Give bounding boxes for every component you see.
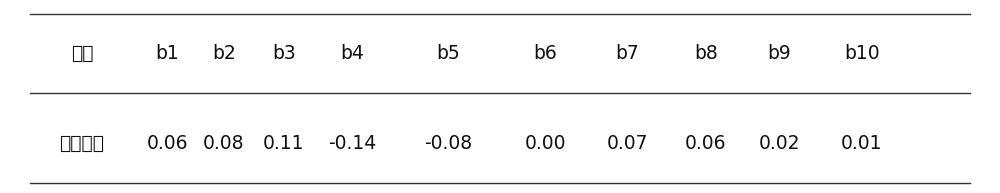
Text: -0.14: -0.14 (328, 134, 376, 153)
Text: b4: b4 (340, 44, 364, 63)
Text: 0.08: 0.08 (203, 134, 245, 153)
Text: b8: b8 (694, 44, 718, 63)
Text: b6: b6 (533, 44, 557, 63)
Text: b5: b5 (436, 44, 460, 63)
Text: 0.06: 0.06 (146, 134, 188, 153)
Text: 0.06: 0.06 (685, 134, 727, 153)
Text: 0.02: 0.02 (758, 134, 800, 153)
Text: 0.11: 0.11 (263, 134, 305, 153)
Text: 0.01: 0.01 (841, 134, 883, 153)
Text: b1: b1 (155, 44, 179, 63)
Text: b9: b9 (767, 44, 791, 63)
Text: b10: b10 (844, 44, 880, 63)
Text: b7: b7 (615, 44, 639, 63)
Text: 相关系数: 相关系数 (60, 134, 104, 153)
Text: 波段: 波段 (71, 44, 93, 63)
Text: 0.00: 0.00 (524, 134, 566, 153)
Text: b3: b3 (272, 44, 296, 63)
Text: -0.08: -0.08 (424, 134, 472, 153)
Text: b2: b2 (212, 44, 236, 63)
Text: 0.07: 0.07 (606, 134, 648, 153)
